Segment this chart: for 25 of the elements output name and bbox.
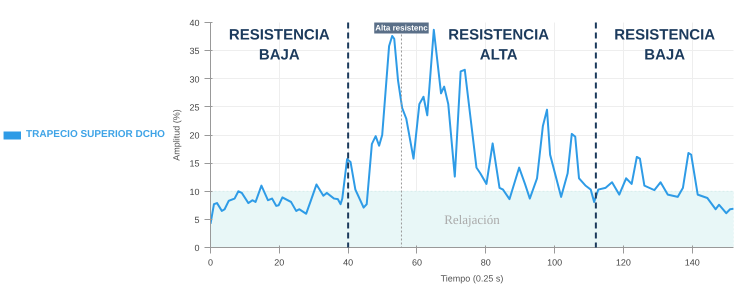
band-label: Relajación (444, 212, 500, 227)
x-tick-label: 100 (547, 258, 562, 268)
y-tick-label: 25 (189, 102, 200, 112)
y-tick-label: 0 (194, 243, 200, 253)
x-tick-label: 80 (480, 258, 491, 268)
y-tick-label: 20 (189, 130, 200, 140)
x-tick-label: 120 (616, 258, 631, 268)
y-tick-label: 15 (189, 158, 200, 169)
y-tick-label: 40 (189, 18, 200, 28)
x-tick-label: 0 (208, 258, 214, 268)
x-tick-label: 20 (274, 258, 284, 268)
annotation: RESISTENCIA BAJA (228, 26, 330, 64)
ref-line-label: Alta resistenc (375, 24, 428, 32)
x-axis-title: Tiempo (0.25 s) (440, 274, 504, 284)
legend-label: TRAPECIO SUPERIOR DCHO (26, 129, 165, 140)
annotation: RESISTENCIA ALTA (448, 26, 550, 64)
y-tick-label: 10 (189, 186, 200, 197)
x-tick-label: 40 (343, 258, 354, 268)
annotation: RESISTENCIA BAJA (614, 26, 716, 64)
x-tick-label: 60 (412, 258, 422, 268)
y-tick-label: 5 (194, 214, 200, 225)
y-tick-label: 35 (189, 46, 200, 56)
y-axis-title: Amplitud (%) (171, 109, 182, 161)
y-tick-label: 30 (189, 74, 200, 84)
x-tick-label: 140 (684, 258, 700, 268)
